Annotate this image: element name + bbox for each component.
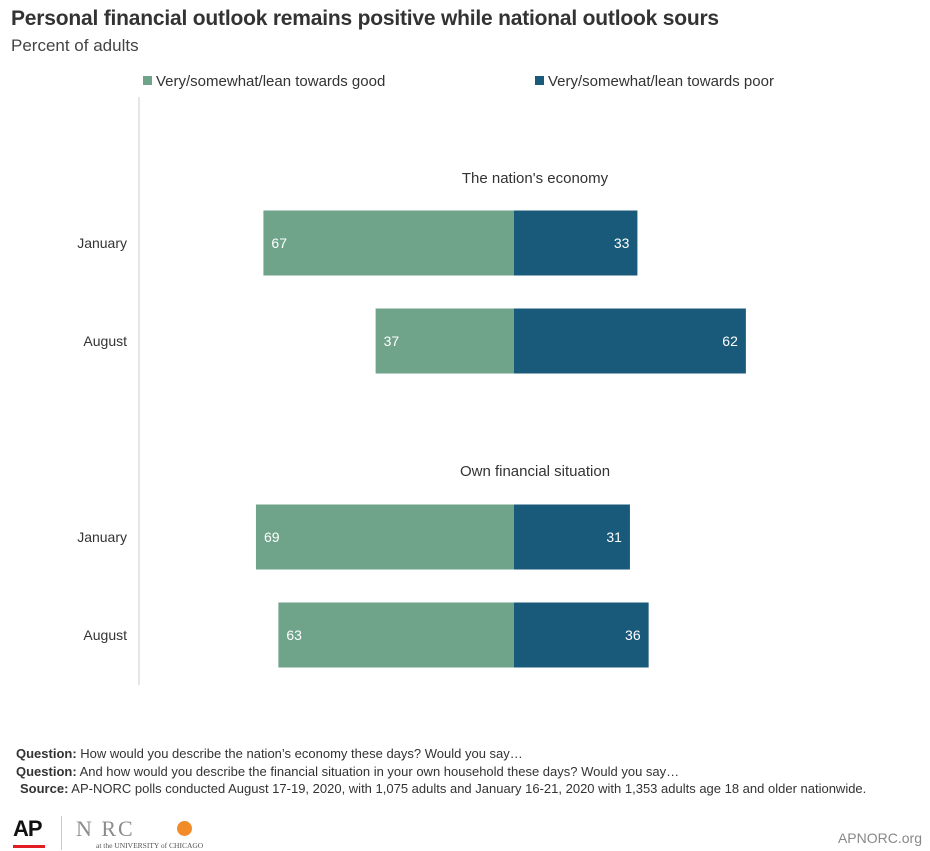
bar-poor <box>514 504 630 570</box>
legend-poor-swatch <box>535 76 544 85</box>
norc-orange-dot-icon <box>177 821 192 836</box>
legend-poor-label: Very/somewhat/lean towards poor <box>548 73 774 90</box>
norc-logo: N RC at the UNIVERSITY of CHICAGO <box>76 816 216 851</box>
bar-poor <box>514 210 638 276</box>
bar-good <box>255 504 514 570</box>
ap-logo-text: AP <box>13 816 43 841</box>
source-text: AP-NORC polls conducted August 17-19, 20… <box>68 781 867 796</box>
legend-good-label: Very/somewhat/lean towards good <box>156 73 385 90</box>
row-label: January <box>77 529 127 545</box>
question-note-1: Question: How would you describe the nat… <box>16 746 523 761</box>
row-label: January <box>77 235 127 251</box>
bar-poor <box>514 602 649 668</box>
ap-logo: AP <box>13 818 47 850</box>
question-label: Question: <box>16 764 77 779</box>
legend-good-swatch <box>143 76 152 85</box>
data-label-good: 69 <box>264 529 280 545</box>
norc-logo-text: N RC <box>76 816 135 841</box>
data-label-poor: 36 <box>625 627 641 643</box>
chart-title: Personal financial outlook remains posit… <box>11 7 719 30</box>
question-text: And how would you describe the financial… <box>76 764 680 779</box>
question-text: How would you describe the nation’s econ… <box>76 746 523 761</box>
chart: Very/somewhat/lean towards good Very/some… <box>77 73 774 685</box>
data-label-good: 37 <box>384 333 400 349</box>
question-note-2: Question: And how would you describe the… <box>16 764 679 779</box>
bar-good <box>278 602 514 668</box>
site-url: APNORC.org <box>837 830 922 846</box>
chart-subtitle: Percent of adults <box>11 36 139 55</box>
bar-good <box>375 308 514 374</box>
ap-logo-bar <box>13 845 45 848</box>
data-label-good: 67 <box>271 235 287 251</box>
question-label: Question: <box>16 746 77 761</box>
row-label: August <box>83 627 127 643</box>
row-label: August <box>83 333 127 349</box>
data-label-good: 63 <box>286 627 302 643</box>
data-label-poor: 31 <box>606 529 622 545</box>
source-label: Source: <box>20 781 69 796</box>
group-label: The nation's economy <box>462 170 609 187</box>
group-label: Own financial situation <box>460 463 610 480</box>
data-label-poor: 33 <box>614 235 630 251</box>
logo-divider <box>61 816 62 850</box>
data-label-poor: 62 <box>722 333 738 349</box>
source-note: Source: AP-NORC polls conducted August 1… <box>20 781 866 796</box>
bar-good <box>263 210 514 276</box>
bar-poor <box>514 308 746 374</box>
norc-logo-subtitle: at the UNIVERSITY of CHICAGO <box>96 841 204 850</box>
